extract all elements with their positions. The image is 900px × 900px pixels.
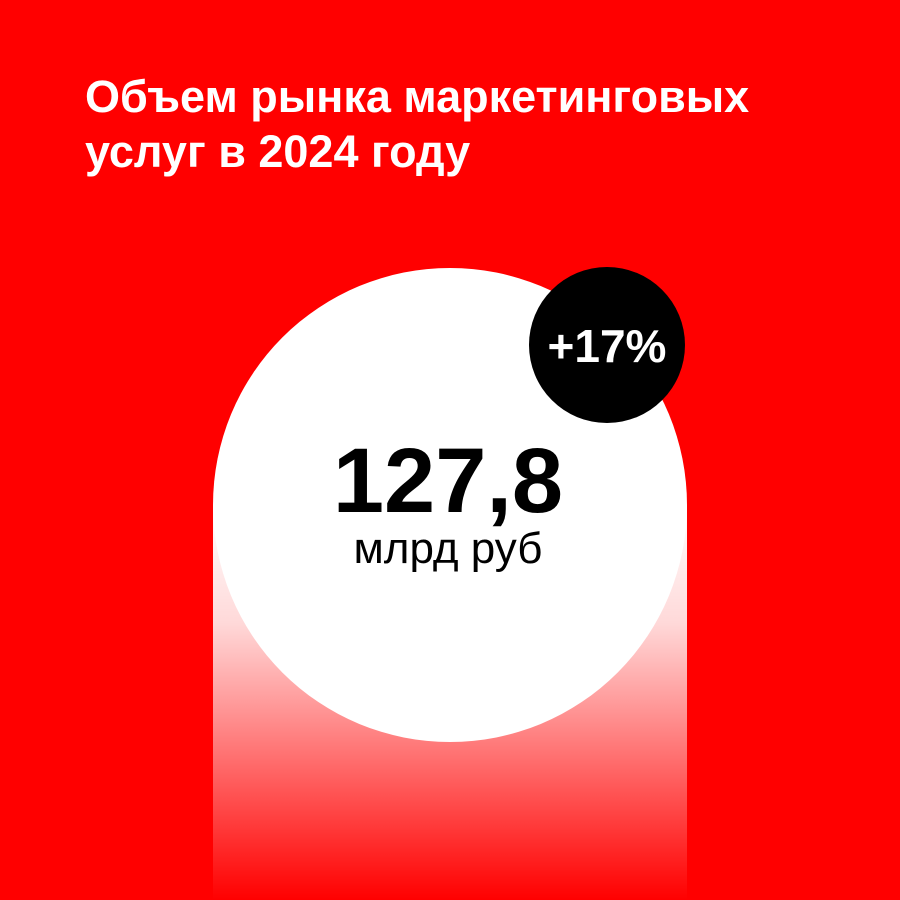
badge-text: +17% [548,320,667,372]
title-line: услуг в 2024 году [85,126,470,177]
main-value: 127,8 [333,430,563,532]
unit: млрд руб [354,524,543,573]
badge-circle [529,267,685,423]
title-line: Объем рынка маркетинговых [85,71,749,122]
